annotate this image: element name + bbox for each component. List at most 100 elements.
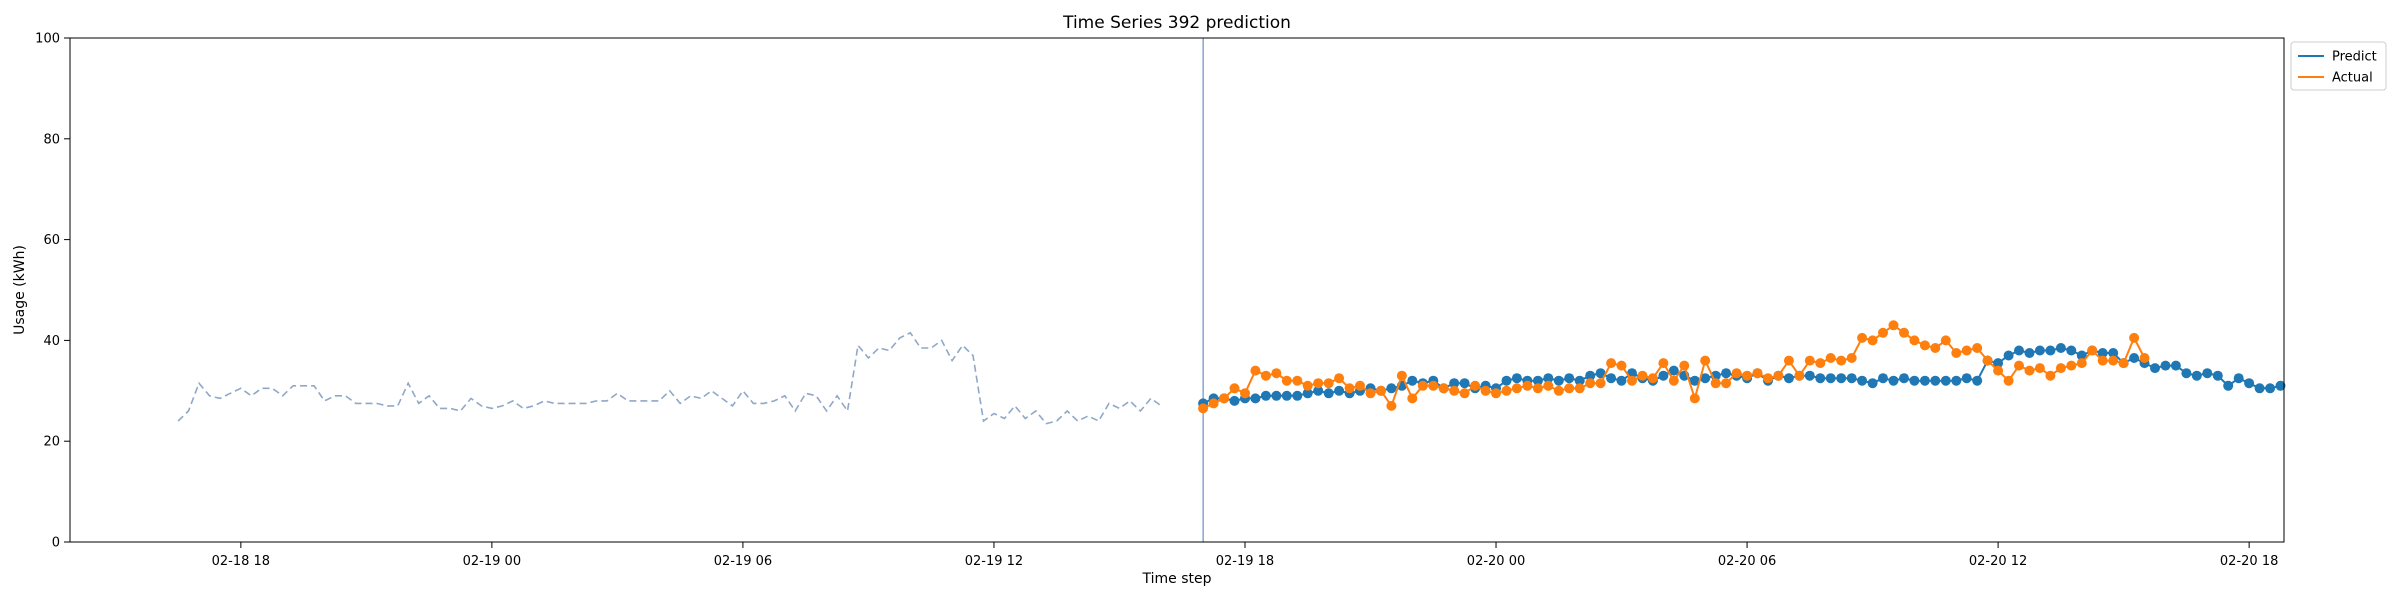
predict-point <box>1323 388 1334 399</box>
y-tick-label: 0 <box>52 536 60 551</box>
predict-point <box>1292 390 1303 401</box>
actual-point <box>1763 373 1773 384</box>
predict-point <box>2045 345 2056 356</box>
actual-point <box>1355 380 1365 391</box>
actual-point <box>1260 370 1271 381</box>
actual-point <box>1993 365 2004 376</box>
actual-point <box>1930 343 1941 353</box>
actual-point <box>1961 345 1972 356</box>
actual-point <box>1794 370 1805 381</box>
predict-point <box>2024 348 2035 358</box>
actual-point <box>1219 393 1230 404</box>
actual-point <box>2045 370 2056 381</box>
predict-point <box>1386 383 1397 394</box>
x-tick-label: 02-19 06 <box>714 554 772 569</box>
predict-point <box>1951 375 1962 386</box>
actual-point <box>1428 380 1439 391</box>
actual-point <box>1198 403 1209 414</box>
actual-point <box>1344 383 1355 394</box>
predict-point <box>2076 350 2087 361</box>
actual-point <box>1825 353 1836 363</box>
y-tick-label: 80 <box>43 132 60 147</box>
y-tick-label: 60 <box>43 233 60 248</box>
predict-point <box>1574 375 1585 386</box>
actual-point <box>1417 380 1428 391</box>
actual-point <box>1637 370 1648 381</box>
predict-point <box>1543 373 1554 384</box>
predict-point <box>2003 350 2014 361</box>
actual-point <box>1574 383 1585 394</box>
actual-point <box>1982 355 1993 366</box>
predict-point <box>1804 370 1815 381</box>
predict-point <box>1271 390 1282 401</box>
actual-point <box>1407 393 1418 404</box>
predict-point <box>2254 383 2265 394</box>
y-axis-title: Usage (kWh) <box>12 245 28 335</box>
predict-point <box>1459 378 1470 389</box>
predict-point <box>2275 380 2286 391</box>
actual-point <box>1438 383 1449 394</box>
actual-point <box>1532 383 1543 394</box>
predict-point <box>1658 370 1669 381</box>
predict-point <box>2160 360 2171 371</box>
predict-point <box>1229 395 1240 406</box>
actual-point <box>1836 355 1847 366</box>
actual-point <box>2097 355 2108 366</box>
actual-point <box>1240 388 1250 399</box>
actual-point <box>2108 355 2119 366</box>
actual-point <box>1888 320 1899 331</box>
y-tick-label: 100 <box>35 32 60 47</box>
predict-point <box>1689 375 1700 386</box>
actual-point <box>1396 370 1407 381</box>
actual-point <box>1501 385 1512 396</box>
actual-point <box>1878 327 1888 338</box>
actual-point <box>1909 335 1920 346</box>
history-line <box>177 331 1162 425</box>
predict-point <box>2097 348 2108 358</box>
actual-point <box>1783 355 1794 366</box>
actual-point <box>1323 378 1334 389</box>
actual-point <box>1731 368 1742 379</box>
actual-point <box>1522 380 1533 391</box>
predict-point <box>1585 370 1596 381</box>
actual-point <box>1679 360 1690 371</box>
x-axis-title: Time step <box>1142 571 1212 587</box>
actual-point <box>2139 353 2150 363</box>
actual-point <box>2034 363 2045 374</box>
x-tick-label: 02-20 00 <box>1467 554 1525 569</box>
predict-point <box>1867 378 1878 389</box>
actual-point <box>1250 365 1261 376</box>
actual-point <box>1606 358 1617 369</box>
predict-point <box>1846 373 1857 384</box>
x-tick-label: 02-19 18 <box>1216 554 1274 569</box>
y-axis: 0 20 40 60 80 100 <box>35 32 70 551</box>
actual-point <box>1647 373 1658 384</box>
predict-point <box>1878 373 1888 384</box>
actual-point <box>1721 378 1732 389</box>
predict-point <box>2223 380 2234 391</box>
predict-point <box>1616 375 1627 386</box>
actual-point <box>1919 340 1930 351</box>
actual-point <box>1292 375 1303 386</box>
actual-point <box>1271 368 1282 379</box>
predict-point <box>2265 383 2276 394</box>
predict-point <box>2244 378 2255 389</box>
predict-point <box>1595 368 1606 379</box>
actual-point <box>1491 388 1501 399</box>
chart-title: Time Series 392 prediction <box>1062 13 1291 33</box>
plot-frame <box>69 37 2285 543</box>
y-tick-label: 20 <box>43 435 60 450</box>
predict-point <box>2066 345 2077 356</box>
actual-point <box>1742 370 1753 381</box>
predict-point <box>1250 393 1261 404</box>
actual-point <box>1951 348 1962 358</box>
predict-point <box>2108 348 2119 358</box>
predict-point <box>1606 373 1617 384</box>
actual-point <box>2066 360 2077 371</box>
actual-point <box>2129 332 2140 343</box>
predict-point <box>1564 373 1575 384</box>
actual-point <box>1386 400 1397 411</box>
plot-area <box>177 38 2286 542</box>
actual-point <box>1376 385 1386 396</box>
actual-point <box>1302 380 1313 391</box>
